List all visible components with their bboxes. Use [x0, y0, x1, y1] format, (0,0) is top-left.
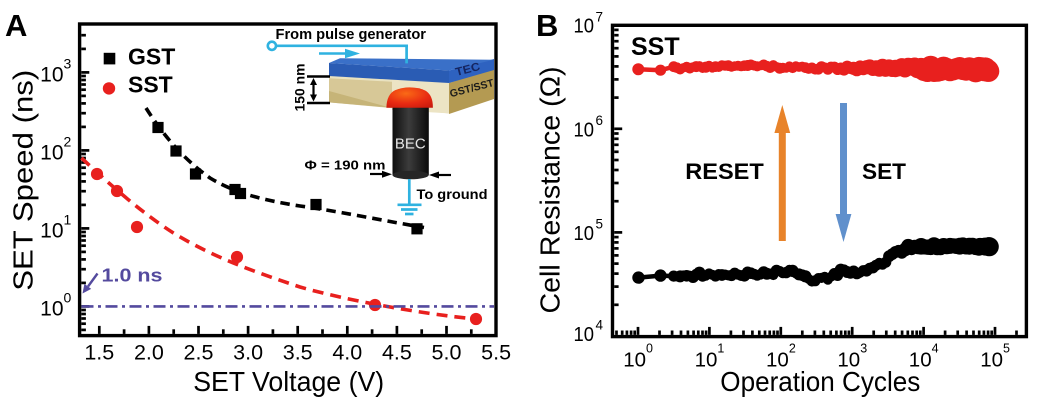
svg-text:SST: SST [631, 33, 680, 61]
svg-text:3: 3 [64, 56, 72, 72]
svg-text:GST: GST [128, 44, 175, 70]
svg-text:150 nm: 150 nm [291, 64, 307, 112]
svg-text:Cell Resistance (Ω): Cell Resistance (Ω) [535, 67, 566, 314]
svg-text:BEC: BEC [395, 136, 426, 153]
svg-text:SET Speed (ns): SET Speed (ns) [8, 70, 39, 291]
svg-text:From pulse generator: From pulse generator [276, 26, 427, 43]
svg-text:1.5: 1.5 [84, 341, 114, 365]
svg-text:4.0: 4.0 [332, 341, 362, 365]
svg-text:1.0 ns: 1.0 ns [102, 266, 163, 286]
svg-text:1: 1 [64, 212, 72, 228]
svg-text:Φ = 190 nm: Φ = 190 nm [305, 158, 386, 172]
svg-text:3.5: 3.5 [283, 341, 313, 365]
svg-text:10: 10 [574, 223, 595, 245]
svg-text:0: 0 [64, 290, 72, 306]
svg-text:3.0: 3.0 [233, 341, 263, 365]
svg-text:SST: SST [128, 72, 173, 98]
svg-text:7: 7 [596, 9, 604, 24]
svg-text:10: 10 [574, 324, 595, 346]
svg-text:SET: SET [862, 159, 907, 184]
svg-text:5.0: 5.0 [432, 341, 462, 365]
svg-text:5: 5 [596, 217, 604, 232]
svg-text:2.5: 2.5 [184, 341, 214, 365]
svg-text:4: 4 [596, 318, 604, 333]
svg-text:4.5: 4.5 [382, 341, 412, 365]
svg-text:10: 10 [40, 297, 63, 320]
svg-text:SET Voltage (V): SET Voltage (V) [193, 366, 384, 397]
svg-text:5.5: 5.5 [481, 341, 511, 365]
svg-text:10: 10 [574, 119, 595, 141]
svg-text:RESET: RESET [685, 159, 764, 184]
svg-text:10: 10 [40, 219, 63, 242]
svg-text:2.0: 2.0 [134, 341, 164, 365]
svg-text:10: 10 [574, 16, 595, 38]
svg-text:6: 6 [596, 113, 604, 128]
svg-text:B: B [536, 8, 558, 43]
svg-text:10: 10 [40, 63, 63, 86]
svg-text:10: 10 [40, 141, 63, 164]
svg-text:Operation Cycles: Operation Cycles [720, 366, 920, 397]
svg-text:2: 2 [64, 134, 72, 150]
svg-text:A: A [5, 8, 27, 43]
svg-text:To ground: To ground [417, 186, 488, 202]
